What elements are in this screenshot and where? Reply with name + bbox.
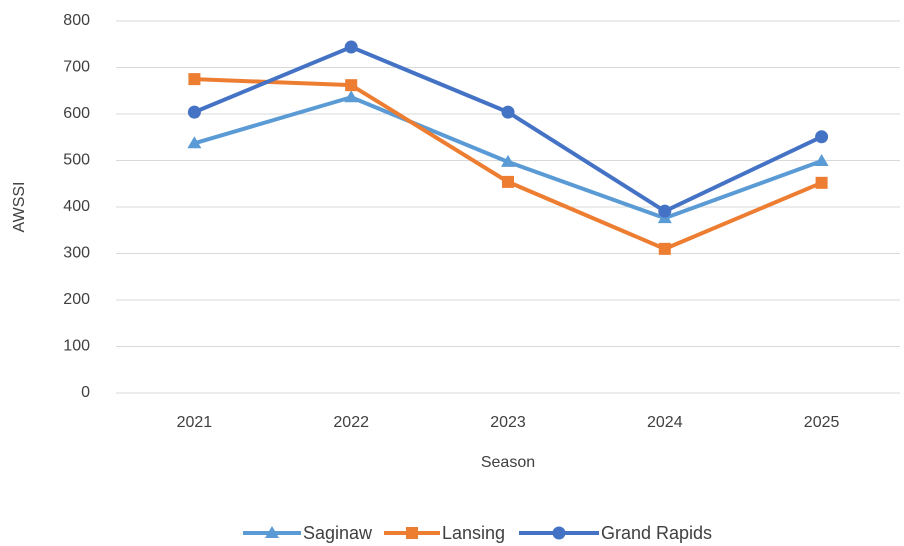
- x-tick-label: 2022: [333, 414, 369, 431]
- legend-label: Lansing: [442, 523, 505, 543]
- x-axis-title: Season: [481, 454, 535, 471]
- x-tick-label: 2025: [804, 414, 840, 431]
- marker: [815, 130, 829, 144]
- marker: [815, 176, 828, 189]
- y-axis-title: AWSSI: [11, 182, 28, 233]
- x-tick-label: 2023: [490, 414, 526, 431]
- marker: [658, 204, 672, 218]
- y-tick-label: 700: [63, 59, 90, 76]
- marker: [187, 105, 201, 119]
- marker: [406, 527, 418, 539]
- y-tick-label: 200: [63, 291, 90, 308]
- marker: [501, 154, 515, 167]
- x-tick-label: 2021: [177, 414, 213, 431]
- legend-label: Grand Rapids: [601, 523, 712, 543]
- y-tick-label: 800: [63, 12, 90, 29]
- marker: [502, 175, 514, 188]
- x-tick-label: 2024: [647, 414, 683, 431]
- y-tick-label: 300: [63, 245, 90, 262]
- y-tick-label: 0: [81, 384, 90, 401]
- marker: [552, 526, 566, 540]
- marker: [345, 79, 358, 92]
- y-tick-label: 600: [63, 105, 90, 122]
- marker: [344, 90, 359, 103]
- marker: [814, 153, 829, 166]
- marker: [344, 40, 358, 54]
- marker: [188, 73, 201, 86]
- marker: [265, 526, 279, 538]
- y-tick-label: 100: [63, 338, 90, 355]
- marker: [658, 242, 671, 255]
- marker: [187, 136, 202, 149]
- marker: [501, 105, 515, 119]
- y-tick-label: 500: [63, 152, 90, 169]
- legend: Saginaw Lansing Grand Rapids: [243, 523, 712, 543]
- legend-label: Saginaw: [303, 523, 373, 543]
- y-tick-label: 400: [63, 198, 90, 215]
